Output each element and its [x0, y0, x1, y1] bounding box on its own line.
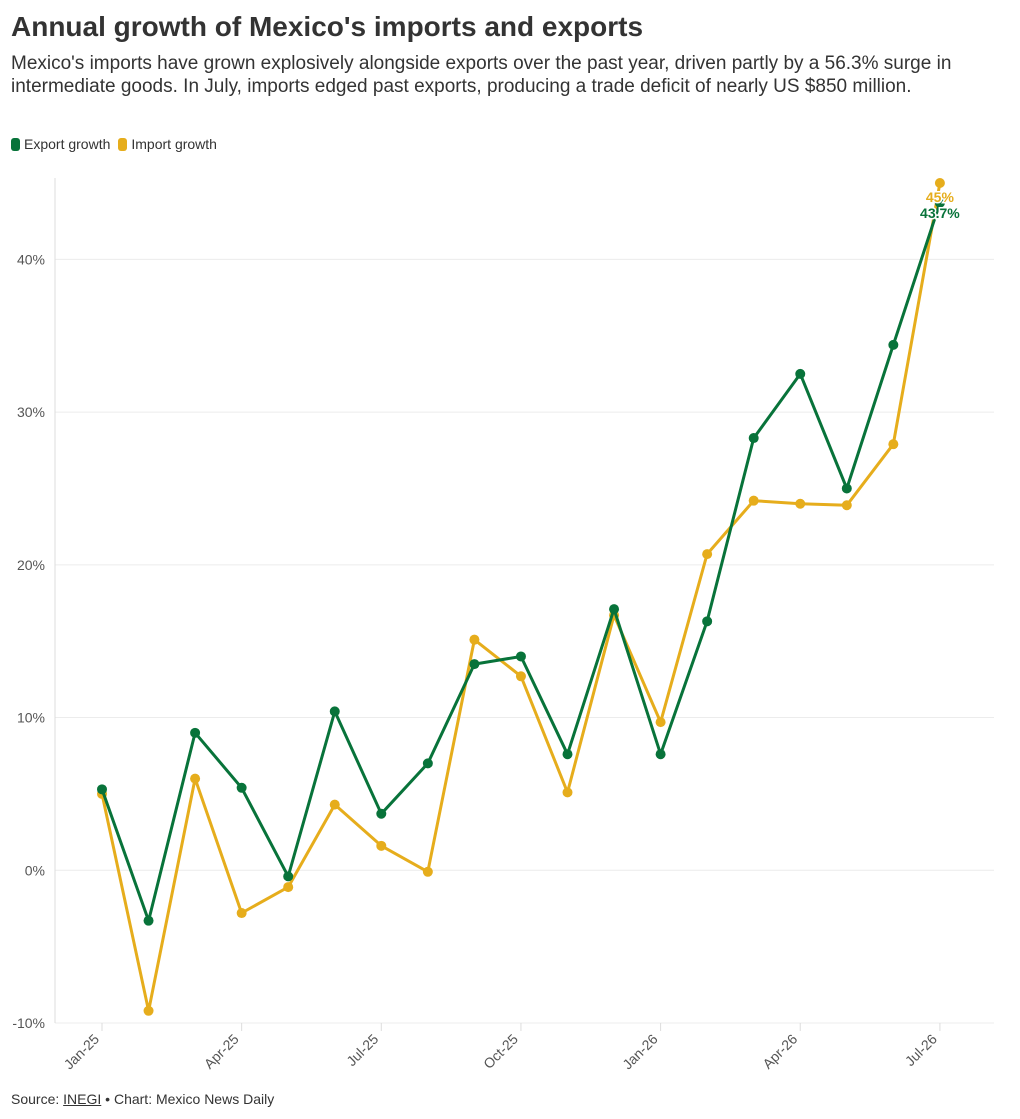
data-point-import [422, 866, 433, 877]
x-tick-label: Jul-26 [902, 1031, 940, 1069]
x-tick-label: Apr-26 [759, 1031, 800, 1072]
chart-subtitle: Mexico's imports have grown explosively … [11, 53, 952, 97]
data-point-export [422, 758, 433, 769]
data-point-import [562, 787, 573, 798]
line-chart: -10% 0% 10% 20% 30% 40% Jan-25 Apr-25 Jul-25 Oct-… [12, 178, 994, 1073]
data-point-export [795, 368, 806, 379]
y-tick-label: 40% [17, 251, 45, 267]
source-link[interactable]: INEGI [63, 1091, 102, 1107]
label-layer: 45%43.7% [919, 188, 962, 223]
data-point-import [329, 799, 340, 810]
data-point-export [97, 784, 107, 795]
data-point-import [190, 773, 201, 784]
series-layer [97, 178, 945, 1016]
data-point-export [190, 727, 201, 738]
legend: Export growth Import growth [11, 136, 217, 152]
source-prefix: Source: [11, 1091, 60, 1107]
data-point-import [515, 671, 526, 682]
data-point-import [795, 498, 806, 509]
chart-credit: Chart: Mexico News Daily [113, 1091, 275, 1107]
footer-separator: • [105, 1091, 111, 1107]
legend-item-import[interactable]: Import growth [118, 136, 217, 152]
x-tick-label: Oct-25 [480, 1031, 521, 1072]
y-tick-label: -10% [12, 1015, 45, 1031]
x-tick-label: Apr-25 [201, 1031, 242, 1072]
data-point-export [562, 749, 573, 760]
grid-layer [55, 258, 994, 1024]
data-point-export [469, 659, 480, 670]
y-tick-label: 20% [17, 557, 45, 573]
x-tick-label: Jul-25 [343, 1031, 381, 1069]
data-point-export [376, 808, 387, 819]
data-point-export [841, 483, 852, 494]
data-point-export [515, 651, 526, 662]
data-point-export [329, 706, 340, 717]
data-point-import [702, 549, 713, 560]
data-point-import [376, 840, 387, 851]
data-label-export: 43.7% [920, 205, 960, 221]
x-tick-label: Jan-25 [61, 1031, 103, 1073]
data-label-import: 45% [926, 189, 955, 205]
data-point-import [841, 500, 852, 511]
data-point-export [236, 782, 247, 793]
legend-label-export: Export growth [24, 136, 111, 152]
legend-item-export[interactable]: Export growth [11, 136, 110, 152]
data-point-import [143, 1005, 154, 1016]
data-point-import [748, 495, 759, 506]
legend-swatch-import [118, 137, 128, 151]
data-point-export [702, 616, 713, 627]
data-point-export [283, 871, 294, 882]
x-tick-label: Jan-26 [619, 1031, 661, 1073]
footer: Source: INEGI • Chart: Mexico News Daily [11, 1091, 274, 1107]
data-point-import [236, 908, 247, 919]
data-point-import [655, 717, 666, 728]
data-point-import [934, 178, 945, 188]
data-point-import [283, 882, 294, 893]
data-point-import [888, 439, 899, 450]
data-point-export [609, 604, 620, 615]
data-point-export [888, 339, 899, 350]
y-tick-label: 0% [25, 862, 45, 878]
y-tick-label: 30% [17, 404, 45, 420]
data-point-import [469, 634, 480, 645]
legend-label-import: Import growth [131, 136, 217, 152]
axis-layer: -10% 0% 10% 20% 30% 40% Jan-25 Apr-25 Jul-25 Oct-… [12, 178, 941, 1073]
data-point-export [934, 197, 945, 208]
series-line-export [100, 201, 942, 923]
legend-swatch-export [11, 137, 20, 151]
series-line-import [100, 181, 942, 1013]
chart-title: Annual growth of Mexico's imports and ex… [11, 11, 644, 42]
data-point-export [143, 915, 154, 926]
data-point-export [748, 433, 759, 444]
y-tick-label: 10% [17, 710, 45, 726]
data-point-export [655, 749, 666, 760]
